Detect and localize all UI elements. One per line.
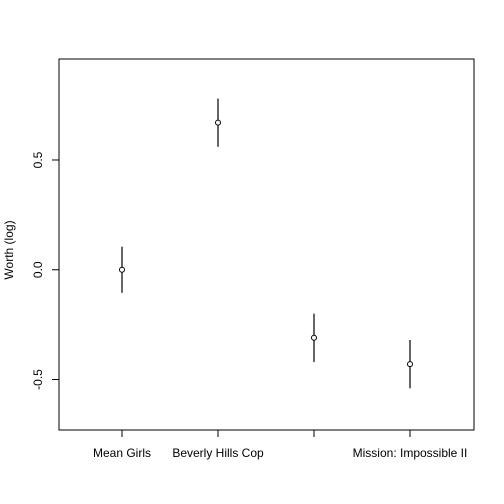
y-axis-label: Worth (log) [2, 220, 16, 279]
y-tick-label: 0.5 [31, 151, 45, 168]
estimate-point [407, 361, 413, 368]
y-tick-label: -0.5 [31, 369, 45, 390]
plot-frame [58, 58, 475, 431]
y-axis: -0.5 0.0 0.5 [31, 151, 59, 390]
y-tick-label: 0.0 [31, 261, 45, 278]
estimate-point [311, 334, 317, 341]
estimate-point [215, 119, 221, 126]
x-tick-label: Beverly Hills Cop [172, 446, 264, 460]
x-tick-label: Mission: Impossible II [353, 446, 468, 460]
x-tick-label: Mean Girls [93, 446, 151, 460]
estimate-point [119, 266, 125, 273]
x-axis: Mean Girls Beverly Hills Cop Mission: Impo… [93, 430, 467, 460]
data-marks [119, 98, 413, 389]
